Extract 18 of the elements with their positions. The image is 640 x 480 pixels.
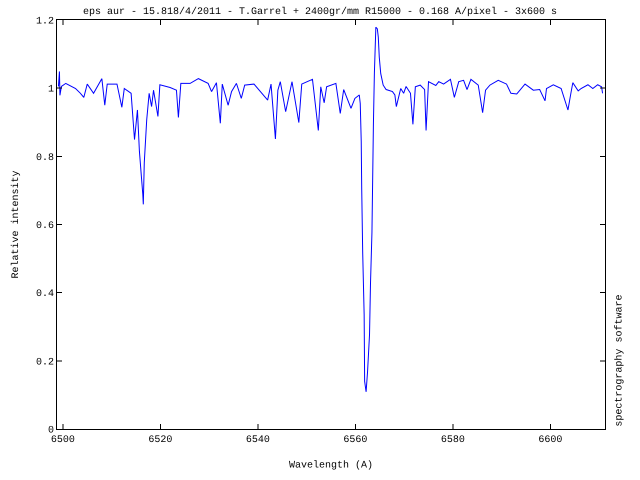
y-tick-label: 1.2 (36, 16, 54, 28)
y-tick-label: 0.8 (36, 152, 54, 164)
x-axis-title: Wavelength (A) (288, 460, 374, 472)
y-tick-label: 0.6 (36, 221, 54, 232)
y-tick-label: 0 (48, 426, 54, 436)
y-axis-title: Relative intensity (10, 170, 22, 279)
y-tick-label: 0.2 (36, 357, 54, 368)
x-tick-label: 6580 (440, 435, 465, 446)
y-tick-label: 0.4 (36, 289, 54, 300)
chart-title: eps aur - 15.818/4/2011 - T.Garrel + 2400gr/mm R15000 - 0.168 A/pixel - 3x600 s (82, 6, 558, 18)
x-tick-label: 6560 (343, 435, 368, 446)
y-tick-label: 1 (48, 84, 54, 96)
x-tick-label: 6500 (50, 435, 75, 446)
x-tick-label: 6520 (148, 435, 172, 446)
x-tick-label: 6540 (246, 435, 270, 446)
x-tick-label: 6600 (538, 435, 562, 446)
text: spectrography software (614, 294, 626, 427)
line-series (58, 26, 604, 392)
